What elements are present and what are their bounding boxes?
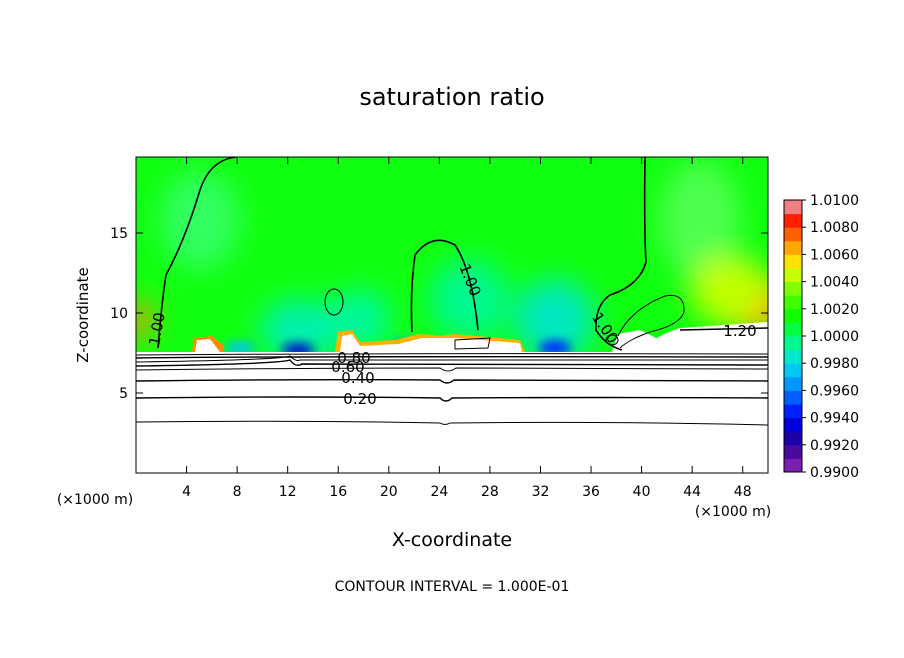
x-tick-label: 40 [633, 484, 651, 500]
x-tick-label: 24 [430, 484, 448, 500]
colorbar-swatch [784, 295, 802, 310]
colorbar-swatch [784, 444, 802, 459]
colorbar-swatch [784, 227, 802, 242]
colorbar-swatch [784, 322, 802, 337]
colorbar-swatch [784, 349, 802, 364]
colorbar-swatch [784, 417, 802, 432]
colorbar-tick-label: 0.9900 [810, 465, 859, 481]
colorbar-swatch [784, 268, 802, 283]
x-tick-label: 36 [582, 484, 600, 500]
colorbar-swatch [784, 404, 802, 419]
colorbar-tick-label: 1.0020 [810, 302, 859, 318]
contour-lines [136, 157, 768, 426]
colorbar-tick-label: 1.0040 [810, 275, 859, 291]
contour-line [595, 157, 647, 351]
x-tick-label: 28 [481, 484, 499, 500]
contour-label: 0.60 [331, 358, 364, 376]
colorbar-swatch [784, 376, 802, 391]
x-tick-label: 4 [182, 484, 191, 500]
contour-line [157, 157, 237, 349]
x-tick-label: 20 [380, 484, 398, 500]
colorbar-tick-label: 1.0080 [810, 220, 859, 236]
x-tick-label: 8 [233, 484, 242, 500]
colorbar-swatch [784, 363, 802, 378]
colorbar-swatch [784, 240, 802, 255]
colorbar-tick-label: 0.9920 [810, 438, 859, 454]
field [136, 157, 768, 473]
contour-label: 0.20 [343, 390, 376, 408]
y-tick-label: 5 [119, 386, 128, 402]
contour-label: 0.80 [337, 349, 370, 367]
contour-label: 1.20 [723, 322, 756, 340]
y-axis-label: Z-coordinate [74, 267, 92, 362]
x-tick-label: 48 [734, 484, 752, 500]
colorbar-swatch [784, 254, 802, 269]
colorbar-swatch [784, 200, 802, 215]
colorbar-swatch [784, 431, 802, 446]
x-tick-label: 12 [279, 484, 297, 500]
x-tick-label: 16 [329, 484, 347, 500]
contour-line [136, 355, 768, 359]
contour-line [136, 396, 768, 402]
contour-line [679, 327, 768, 331]
colorbar-swatch [784, 458, 802, 473]
colorbar-tick-label: 0.9980 [810, 356, 859, 372]
colorbar-swatch [784, 390, 802, 405]
contour-line [136, 359, 768, 367]
x-unit-right: (×1000 m) [695, 504, 771, 520]
contour-interval: CONTOUR INTERVAL = 1.000E-01 [335, 579, 570, 595]
colorbar-tick-label: 1.0060 [810, 247, 859, 263]
contour-line [136, 378, 768, 384]
contour-line [410, 239, 479, 333]
plot-frame [135, 156, 769, 474]
colorbar-swatch [784, 281, 802, 296]
contour-label: 0.40 [341, 369, 374, 387]
colorbar: 0.9900 0.9920 0.9940 0.9960 0.9980 1.0000 1.00… [783, 193, 859, 481]
x-tick-label: 32 [532, 484, 550, 500]
x-unit-left: (×1000 m) [57, 492, 133, 508]
y-tick-label: 15 [110, 226, 128, 242]
contour-label: 1.00 [145, 311, 169, 347]
colorbar-swatch [784, 336, 802, 351]
colorbar-swatch [784, 213, 802, 228]
colorbar-tick-label: 1.0000 [810, 329, 859, 345]
colorbar-tick-label: 0.9940 [810, 411, 859, 427]
colorbar-swatch [784, 308, 802, 323]
x-axis-label: X-coordinate [392, 529, 512, 551]
chart-title: saturation ratio [359, 83, 544, 111]
colorbar-tick-label: 0.9960 [810, 383, 859, 399]
x-tick-label: 44 [683, 484, 701, 500]
y-tick-label: 10 [110, 306, 128, 322]
colorbar-tick-label: 1.0100 [810, 193, 859, 209]
